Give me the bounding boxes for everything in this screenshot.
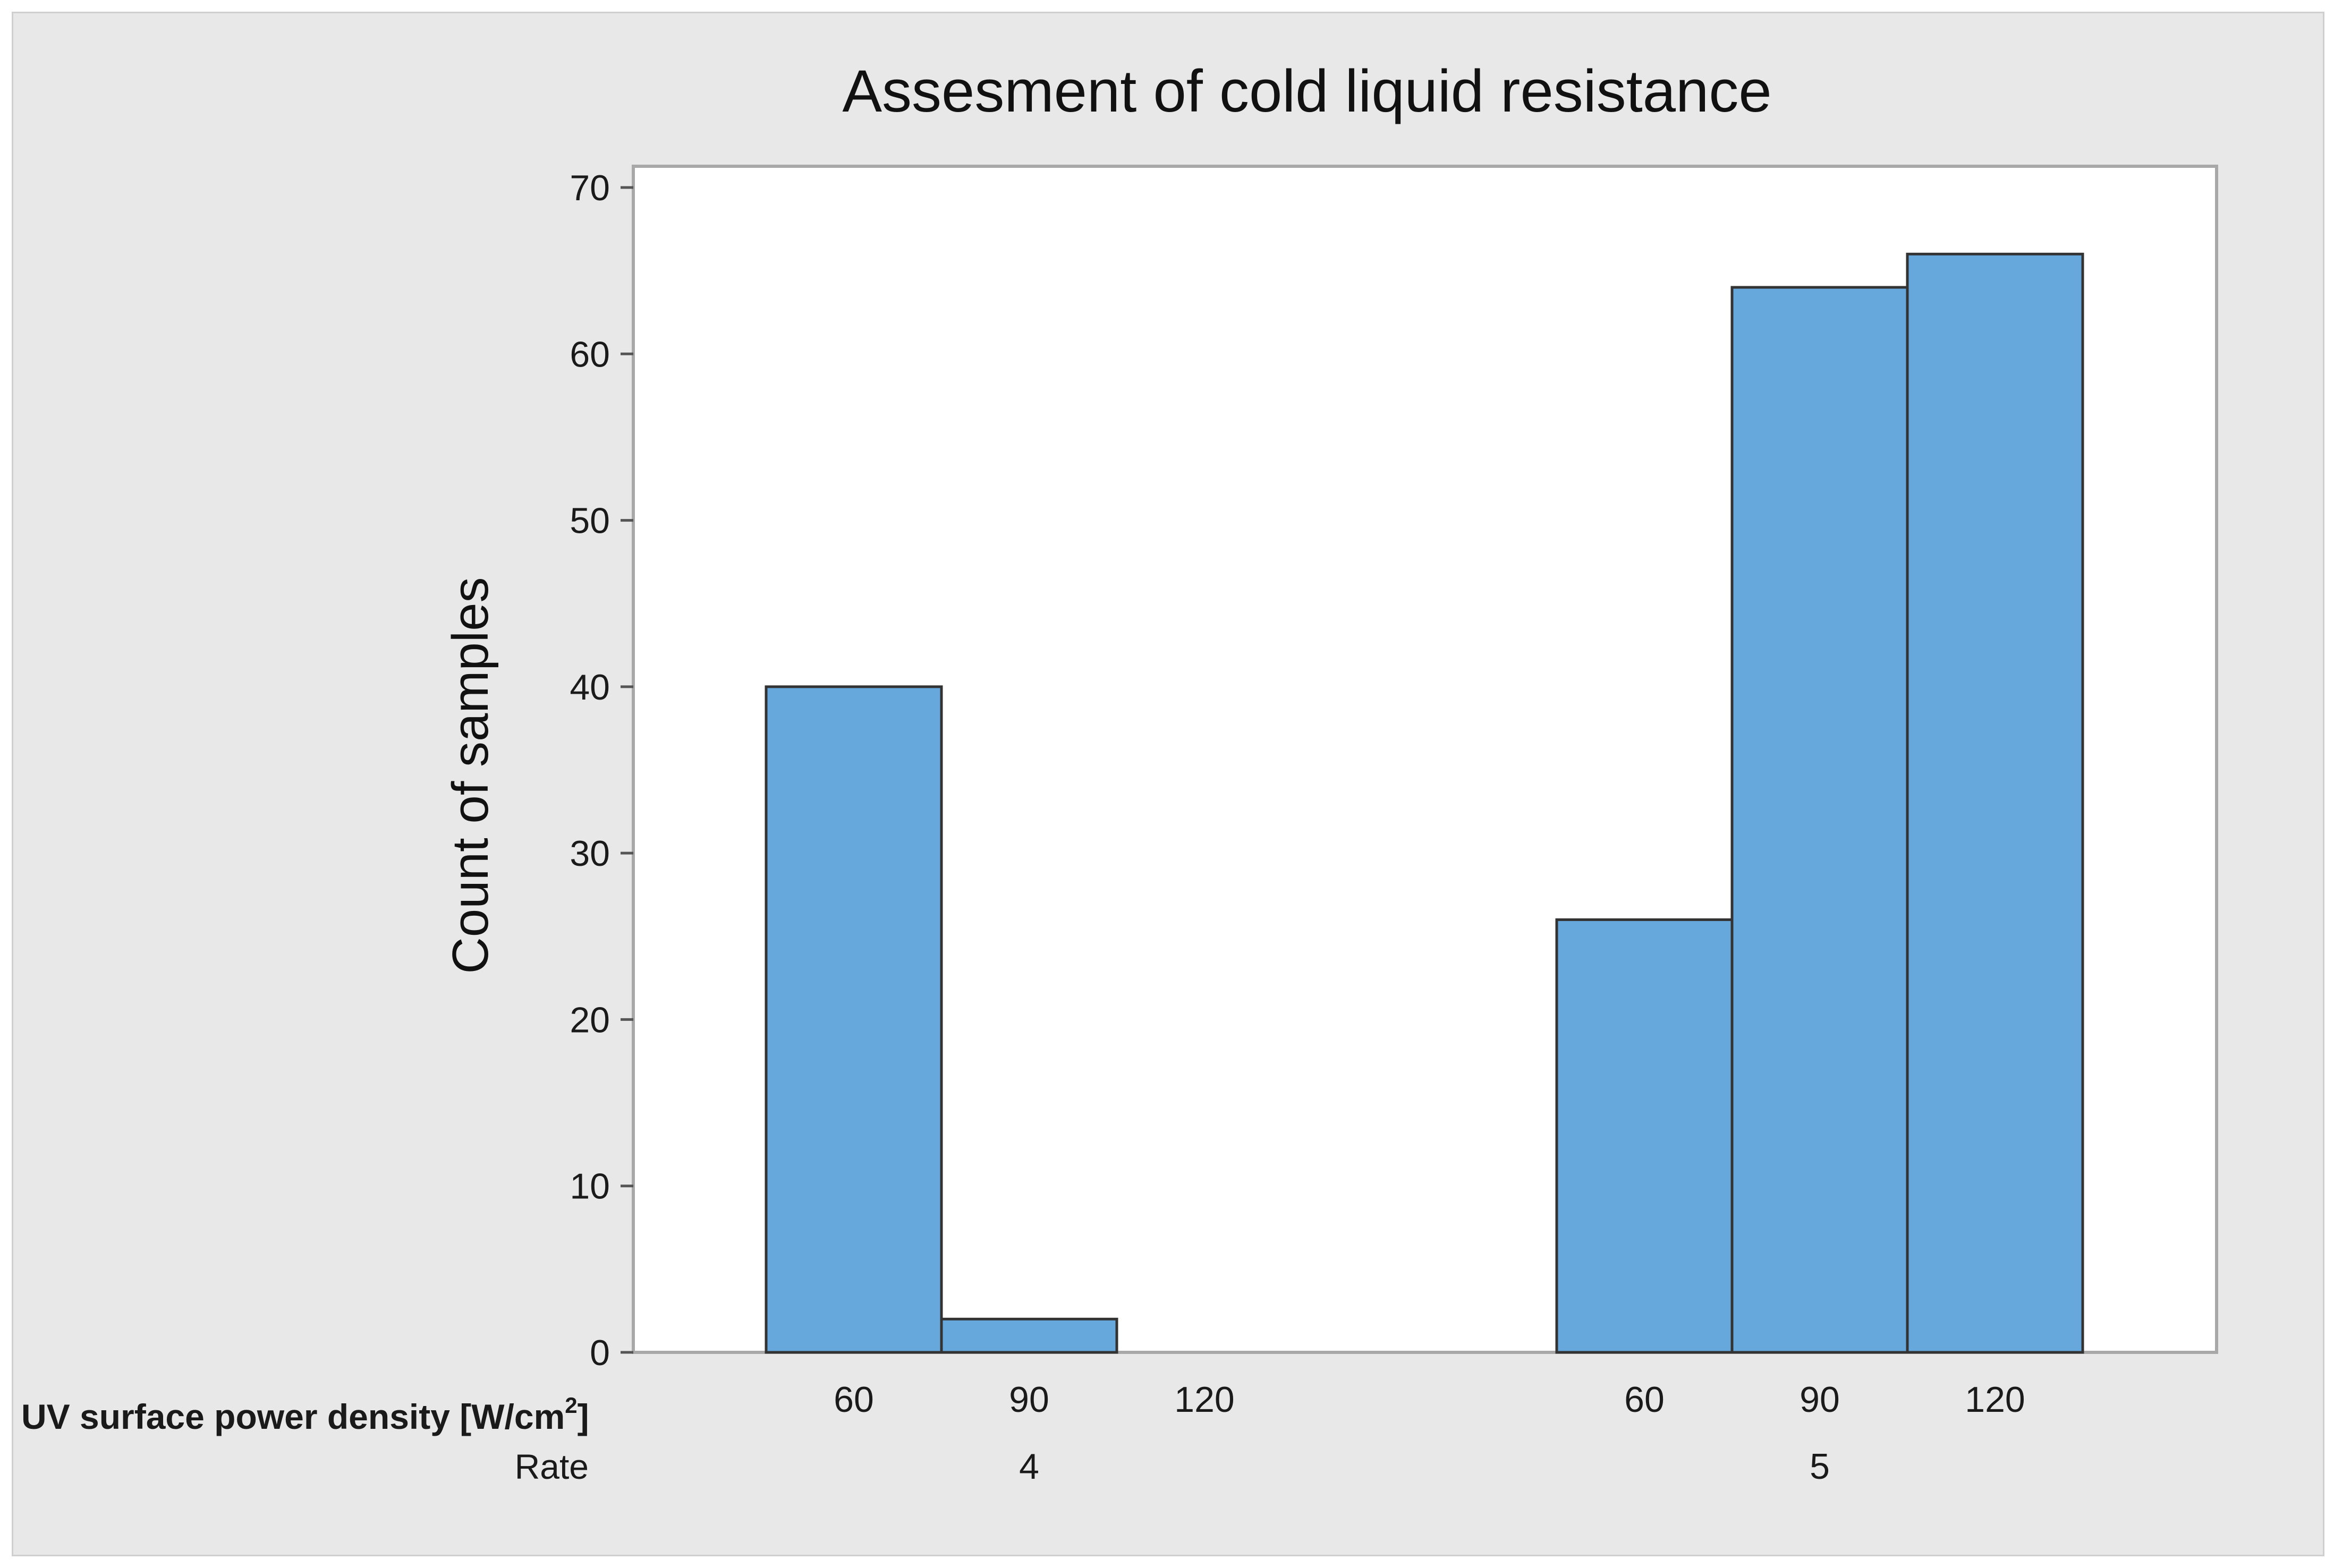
y-axis: 0 10 20 30 40 50 60 70 <box>570 168 633 1373</box>
y-tick-label: 70 <box>570 168 610 208</box>
x-category-label: 120 <box>1965 1379 2025 1420</box>
x-category-label: 60 <box>834 1379 874 1420</box>
x-category-label: 120 <box>1174 1379 1234 1420</box>
bar-rate-4-90 <box>940 1317 1118 1354</box>
y-tick-label: 0 <box>590 1333 610 1373</box>
y-tick-label: 20 <box>570 1000 610 1040</box>
x-row-label-rate: Rate <box>515 1447 589 1486</box>
density-label-superscript: 2 <box>565 1393 577 1418</box>
chart-title: Assesment of cold liquid resistance <box>842 58 1771 124</box>
x-category-label: 90 <box>1800 1379 1840 1420</box>
density-label-main: UV surface power density [W/cm <box>21 1397 565 1436</box>
y-axis-label: Count of samples <box>442 577 499 974</box>
bar-rate-4-60 <box>765 685 943 1354</box>
x-axis-labels: 60 90 120 4 60 90 120 5 <box>834 1379 2025 1487</box>
x-category-label: 60 <box>1624 1379 1665 1420</box>
bar-rate-5-90 <box>1730 286 1909 1354</box>
bars <box>765 252 2084 1354</box>
y-tick-label: 50 <box>570 501 610 541</box>
density-label-close: ] <box>578 1397 589 1436</box>
y-tick-label: 10 <box>570 1166 610 1207</box>
y-tick-label: 30 <box>570 833 610 874</box>
x-category-label: 90 <box>1009 1379 1049 1420</box>
y-tick-label: 40 <box>570 667 610 708</box>
bar-rate-5-60 <box>1555 918 1734 1354</box>
x-group-label-rate: 4 <box>1019 1446 1039 1487</box>
y-tick-label: 60 <box>570 334 610 374</box>
bar-rate-5-120 <box>1906 252 2084 1354</box>
x-group-label-rate: 5 <box>1810 1446 1830 1487</box>
x-row-label-density: UV surface power density [W/cm2] <box>21 1393 589 1436</box>
